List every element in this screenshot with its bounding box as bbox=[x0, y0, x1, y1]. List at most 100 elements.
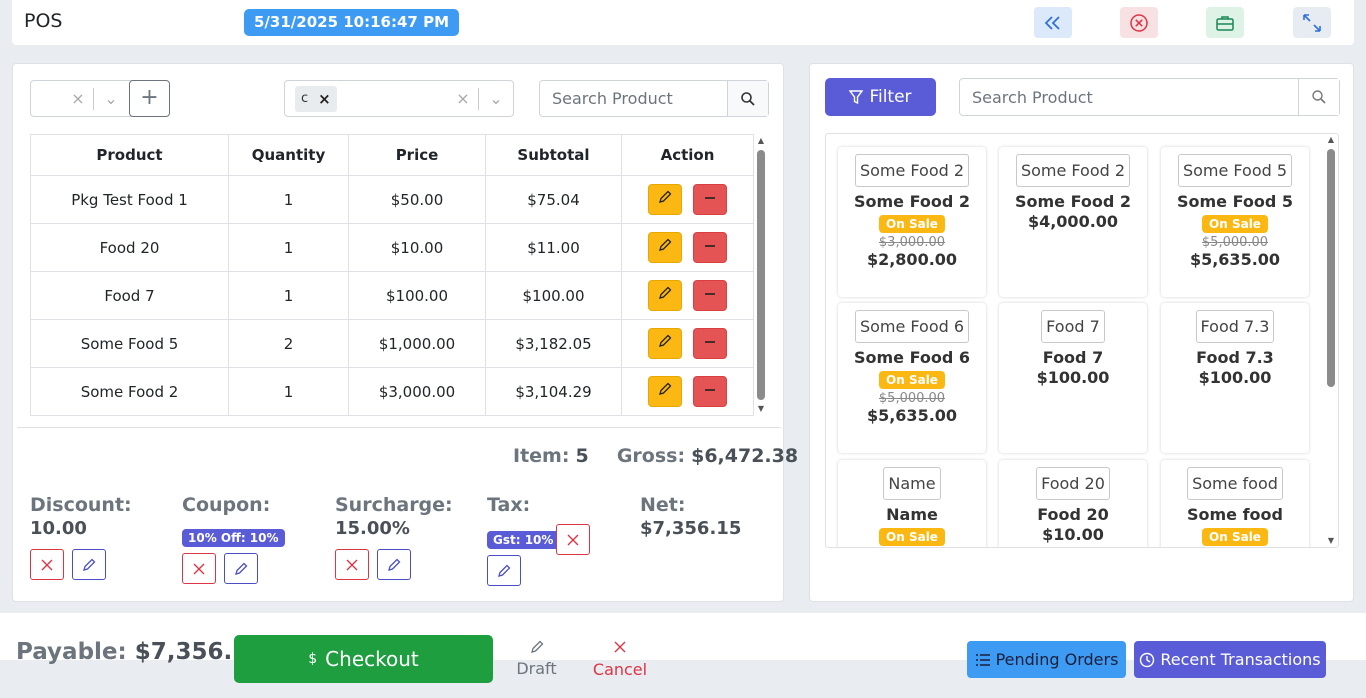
remove-item-button[interactable] bbox=[692, 328, 727, 359]
remove-tax-button[interactable] bbox=[556, 524, 590, 555]
remove-discount-button[interactable] bbox=[30, 549, 64, 580]
edit-item-button[interactable] bbox=[648, 328, 683, 359]
product-image: Food 20 bbox=[1036, 467, 1110, 500]
remove-item-button[interactable] bbox=[692, 232, 727, 263]
remove-item-button[interactable] bbox=[692, 280, 727, 311]
product-search bbox=[959, 78, 1340, 116]
on-sale-badge: On Sale bbox=[879, 528, 945, 546]
product-name: Food 7.3 bbox=[1196, 348, 1274, 367]
product-image: Some Food 6 bbox=[854, 310, 970, 343]
remove-surcharge-button[interactable] bbox=[335, 549, 369, 580]
product-card[interactable]: Food 7.3 Food 7.3 $100.00 bbox=[1161, 303, 1309, 453]
pencil-icon bbox=[659, 334, 672, 347]
product-name: Some Food 2 bbox=[853, 192, 971, 211]
filter-icon bbox=[849, 89, 864, 104]
filter-button[interactable]: Filter bbox=[825, 78, 936, 116]
cell-quantity: 1 bbox=[228, 175, 349, 224]
edit-tax-button[interactable] bbox=[487, 555, 521, 586]
chevron-down-icon[interactable]: ⌄ bbox=[489, 89, 503, 108]
checkout-button[interactable]: $ Checkout bbox=[234, 635, 493, 683]
product-grid: Some Food 2 Some Food 2 On Sale $3,000.0… bbox=[825, 133, 1339, 548]
edit-item-button[interactable] bbox=[648, 184, 683, 215]
cell-price: $10.00 bbox=[348, 223, 486, 272]
chevron-down-icon[interactable]: ⌄ bbox=[104, 89, 118, 108]
product-card[interactable]: Some Food 5 Some Food 5 On Sale $5,000.0… bbox=[1161, 147, 1309, 297]
cell-action bbox=[621, 271, 754, 320]
product-card[interactable]: Some Food 6 Some Food 6 On Sale $5,000.0… bbox=[838, 303, 986, 453]
coupon-select[interactable]: c × × ⌄ bbox=[284, 80, 514, 117]
product-name: Some food bbox=[1186, 505, 1283, 524]
product-card[interactable]: Some food Some food On Sale bbox=[1161, 460, 1309, 547]
edit-item-button[interactable] bbox=[648, 280, 683, 311]
pencil-icon bbox=[388, 558, 401, 571]
cart-search-input[interactable] bbox=[540, 81, 727, 116]
original-price: $5,000.00 bbox=[878, 391, 946, 406]
product-image: Some Food 2 bbox=[854, 154, 970, 187]
net-label: Net: bbox=[640, 494, 686, 516]
remove-coupon-button[interactable] bbox=[182, 553, 216, 584]
pencil-icon bbox=[83, 558, 96, 571]
product-card[interactable]: Some Food 2 Some Food 2 $4,000.00 bbox=[999, 147, 1147, 297]
close-icon bbox=[41, 559, 53, 570]
product-price: $10.00 bbox=[1042, 525, 1104, 544]
product-card[interactable]: Food 7 Food 7 $100.00 bbox=[999, 303, 1147, 453]
product-image: Some Food 5 bbox=[1177, 154, 1293, 187]
product-card[interactable]: Food 20 Food 20 $10.00 bbox=[999, 460, 1147, 547]
payable-label: Payable: bbox=[16, 639, 127, 665]
add-customer-button[interactable]: + bbox=[129, 80, 170, 117]
product-scrollbar-thumb[interactable] bbox=[1327, 149, 1335, 387]
coupon-tag-remove-icon[interactable]: × bbox=[318, 89, 331, 108]
table-row: Some Food 2 1 $3,000.00 $3,104.29 bbox=[30, 367, 754, 416]
cell-product: Food 20 bbox=[30, 223, 229, 272]
pending-orders-label: Pending Orders bbox=[995, 650, 1119, 669]
coupon-clear-icon[interactable]: × bbox=[456, 89, 470, 108]
remove-item-button[interactable] bbox=[692, 376, 727, 407]
cell-quantity: 1 bbox=[228, 271, 349, 320]
customer-select[interactable]: × ⌄ bbox=[30, 80, 142, 117]
column-header: Price bbox=[348, 134, 486, 176]
pencil-icon bbox=[498, 564, 511, 577]
collapse-button[interactable] bbox=[1034, 7, 1072, 38]
cart-table-header: Product Quantity Price Subtotal Action bbox=[30, 134, 754, 176]
edit-item-button[interactable] bbox=[648, 376, 683, 407]
product-search-input[interactable] bbox=[960, 79, 1298, 115]
expand-icon bbox=[1303, 13, 1321, 32]
register-button[interactable] bbox=[1206, 7, 1244, 38]
edit-discount-button[interactable] bbox=[72, 549, 106, 580]
cancel-button[interactable]: Cancel bbox=[590, 639, 650, 679]
customer-clear-icon[interactable]: × bbox=[71, 89, 85, 108]
cart-search-button[interactable] bbox=[727, 81, 768, 116]
cell-action bbox=[621, 223, 754, 272]
cart-scrollbar-thumb[interactable] bbox=[757, 150, 765, 400]
on-sale-badge: On Sale bbox=[879, 215, 945, 233]
remove-item-button[interactable] bbox=[692, 184, 727, 215]
coupon-tag-label: c bbox=[301, 91, 309, 106]
cell-quantity: 1 bbox=[228, 223, 349, 272]
column-header: Product bbox=[30, 134, 229, 176]
coupon-label: Coupon: bbox=[182, 494, 271, 516]
product-card[interactable]: Some Food 2 Some Food 2 On Sale $3,000.0… bbox=[838, 147, 986, 297]
product-scrollbar[interactable]: ▲ ▼ bbox=[1325, 135, 1337, 546]
on-sale-badge: On Sale bbox=[1202, 528, 1268, 546]
cancel-label: Cancel bbox=[592, 660, 648, 679]
product-card[interactable]: Name Name On Sale bbox=[838, 460, 986, 547]
pending-orders-button[interactable]: Pending Orders bbox=[967, 641, 1126, 678]
product-price: $100.00 bbox=[1036, 368, 1110, 387]
fullscreen-button[interactable] bbox=[1293, 7, 1331, 38]
cart-search bbox=[539, 80, 769, 117]
table-row: Food 20 1 $10.00 $11.00 bbox=[30, 223, 754, 272]
tax-label: Tax: bbox=[487, 494, 531, 516]
draft-button[interactable]: Draft bbox=[509, 639, 564, 678]
recent-transactions-button[interactable]: Recent Transactions bbox=[1134, 641, 1326, 678]
edit-coupon-button[interactable] bbox=[224, 553, 258, 584]
product-search-button[interactable] bbox=[1298, 79, 1339, 115]
close-session-button[interactable] bbox=[1120, 7, 1158, 38]
coupon-badge: 10% Off: 10% bbox=[182, 529, 285, 547]
cart-scrollbar[interactable]: ▲ ▼ bbox=[757, 136, 765, 413]
edit-surcharge-button[interactable] bbox=[377, 549, 411, 580]
product-name: Food 20 bbox=[1037, 505, 1109, 524]
cell-price: $100.00 bbox=[348, 271, 486, 320]
cell-price: $1,000.00 bbox=[348, 319, 486, 368]
edit-item-button[interactable] bbox=[648, 232, 683, 263]
product-price: $4,000.00 bbox=[1027, 212, 1119, 231]
